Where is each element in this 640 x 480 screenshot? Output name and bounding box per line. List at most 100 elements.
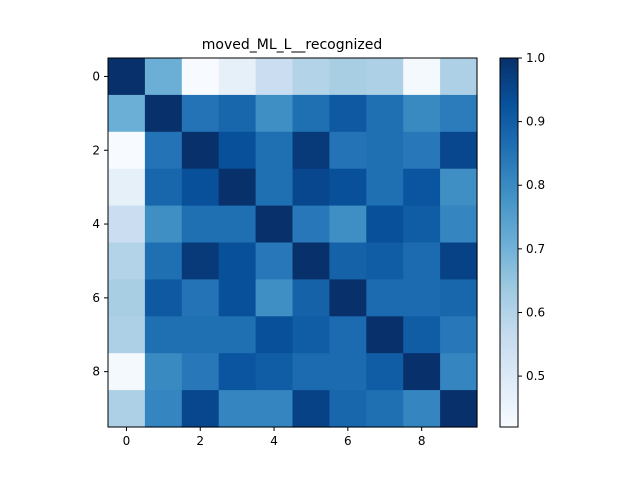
heatmap-cell	[403, 279, 441, 317]
heatmap-cell	[292, 94, 330, 133]
heatmap-cell	[440, 242, 478, 280]
heatmap-cell	[440, 316, 478, 354]
colorbar-tick-label: 0.7	[526, 242, 545, 256]
heatmap-cell	[329, 168, 367, 207]
x-tick-label: 6	[344, 434, 352, 448]
heatmap-cell	[218, 168, 257, 207]
chart-title: moved_ML_L__recognized	[202, 37, 383, 53]
colorbar-tick-label: 0.8	[526, 178, 545, 192]
plot-frame	[107, 57, 478, 428]
heatmap-cell	[366, 316, 404, 354]
heatmap-cell	[366, 168, 404, 207]
heatmap-cell	[255, 390, 294, 428]
x-tick-label: 4	[270, 434, 278, 448]
colorbar	[500, 58, 518, 427]
x-tick-label: 2	[196, 434, 204, 448]
heatmap-cell	[181, 353, 220, 391]
y-tick-label: 4	[92, 217, 100, 231]
heatmap-cell	[144, 94, 183, 133]
heatmap-cell	[255, 205, 294, 244]
heatmap-cell	[403, 168, 441, 207]
heatmap-cell	[181, 205, 220, 244]
heatmap-cell	[329, 316, 367, 354]
heatmap-cell	[218, 242, 257, 280]
heatmap-cell	[440, 58, 478, 96]
heatmap-cell	[403, 242, 441, 280]
heatmap-cells	[108, 58, 478, 428]
heatmap-cell	[403, 353, 441, 391]
heatmap-cell	[144, 168, 183, 207]
heatmap-cell	[218, 94, 257, 133]
heatmap-cell	[366, 279, 404, 317]
heatmap-cell	[292, 279, 330, 317]
heatmap-cell	[403, 131, 441, 170]
heatmap-cell	[292, 242, 330, 280]
heatmap-cell	[366, 353, 404, 391]
colorbar-tick-label: 0.5	[526, 369, 545, 383]
y-tick-label: 0	[92, 69, 100, 83]
colorbar-tick-label: 0.6	[526, 305, 545, 319]
heatmap-cell	[108, 94, 146, 133]
colorbar-tick-label: 0.9	[526, 115, 545, 129]
colorbar-frame	[499, 57, 519, 428]
heatmap-cell	[366, 205, 404, 244]
heatmap-cell	[108, 58, 146, 96]
heatmap-cell	[292, 205, 330, 244]
heatmap-cell	[181, 390, 220, 428]
heatmap-cell	[144, 205, 183, 244]
y-axis: 0 2 4 6 8	[92, 69, 108, 379]
heatmap-cell	[255, 279, 294, 317]
heatmap-cell	[366, 131, 404, 170]
heatmap-cell	[218, 58, 257, 96]
heatmap-cell	[329, 279, 367, 317]
heatmap-cell	[144, 390, 183, 428]
heatmap-cell	[108, 131, 146, 170]
heatmap-cell	[255, 353, 294, 391]
heatmap-cell	[366, 94, 404, 133]
heatmap-cell	[366, 242, 404, 280]
heatmap-cell	[329, 58, 367, 96]
heatmap-cell	[144, 353, 183, 391]
heatmap-cell	[292, 353, 330, 391]
heatmap-cell	[329, 94, 367, 133]
heatmap-cell	[292, 316, 330, 354]
heatmap-cell	[440, 131, 478, 170]
x-tick-label: 8	[418, 434, 426, 448]
heatmap-cell	[440, 94, 478, 133]
heatmap-cell	[440, 390, 478, 428]
heatmap-cell	[329, 353, 367, 391]
y-tick-label: 6	[92, 291, 100, 305]
heatmap-cell	[181, 168, 220, 207]
heatmap-cell	[218, 205, 257, 244]
heatmap-cell	[218, 279, 257, 317]
heatmap-cell	[144, 316, 183, 354]
heatmap-cell	[440, 279, 478, 317]
heatmap-cell	[144, 58, 183, 96]
heatmap-cell	[403, 94, 441, 133]
heatmap-cell	[218, 131, 257, 170]
heatmap-cell	[181, 279, 220, 317]
heatmap-cell	[329, 390, 367, 428]
heatmap-cell	[255, 242, 294, 280]
heatmap-cell	[255, 316, 294, 354]
heatmap-cell	[255, 94, 294, 133]
heatmap-cell	[403, 205, 441, 244]
heatmap-cell	[440, 205, 478, 244]
heatmap-cell	[108, 242, 146, 280]
heatmap-cell	[108, 168, 146, 207]
heatmap-cell	[366, 390, 404, 428]
heatmap-cell	[329, 242, 367, 280]
heatmap-cell	[181, 316, 220, 354]
heatmap-cell	[292, 390, 330, 428]
heatmap-cell	[440, 168, 478, 207]
heatmap-cell	[440, 353, 478, 391]
heatmap-cell	[329, 205, 367, 244]
heatmap-cell	[292, 168, 330, 207]
heatmap-cell	[181, 94, 220, 133]
heatmap-cell	[292, 131, 330, 170]
heatmap-cell	[366, 58, 404, 96]
heatmap-cell	[218, 390, 257, 428]
heatmap-cell	[292, 58, 330, 96]
y-tick-label: 8	[92, 365, 100, 379]
heatmap-cell	[329, 131, 367, 170]
